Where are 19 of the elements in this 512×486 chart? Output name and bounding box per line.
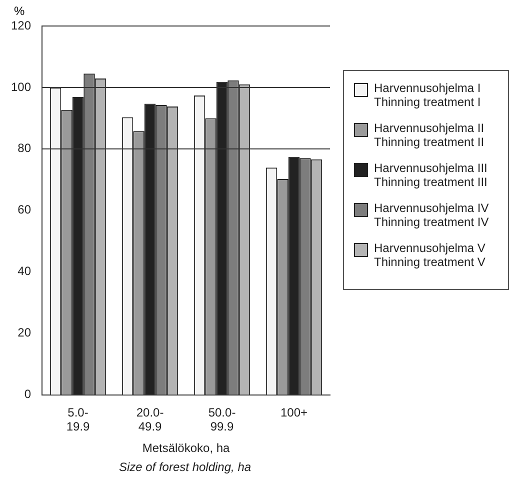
x-tick-label: 20.0-49.9: [136, 405, 164, 434]
legend-label: Harvennusohjelma V Thinning treatment V: [374, 241, 486, 269]
y-tick-label: 40: [18, 264, 32, 278]
y-tick-label: 60: [18, 202, 32, 217]
y-tick-label: 20: [18, 326, 32, 340]
text: Size of forest holding, ha: [118, 460, 252, 474]
y-tick-label: 0: [24, 387, 32, 402]
legend-label: Harvennusohjelma II Thinning treatment II: [374, 121, 484, 149]
legend-label: Harvennusohjelma III Thinning treatment III: [374, 161, 488, 189]
y-axis-title: %: [14, 4, 25, 18]
y-tick-label: 100: [10, 80, 32, 94]
y-tick-label: 120: [10, 18, 32, 32]
legend-label: Harvennusohjelma I Thinning treatment I: [374, 81, 481, 109]
x-tick-label: 5.0-19.9: [66, 405, 90, 434]
x-tick-label: 100+: [280, 405, 308, 420]
legend-label: Harvennusohjelma IV Thinning treatment IV: [374, 201, 489, 229]
x-tick-label: 50.0-99.9: [208, 405, 236, 434]
y-tick-label: 80: [18, 141, 32, 156]
x-axis-title: Metsälökoko, ha: [142, 441, 230, 456]
